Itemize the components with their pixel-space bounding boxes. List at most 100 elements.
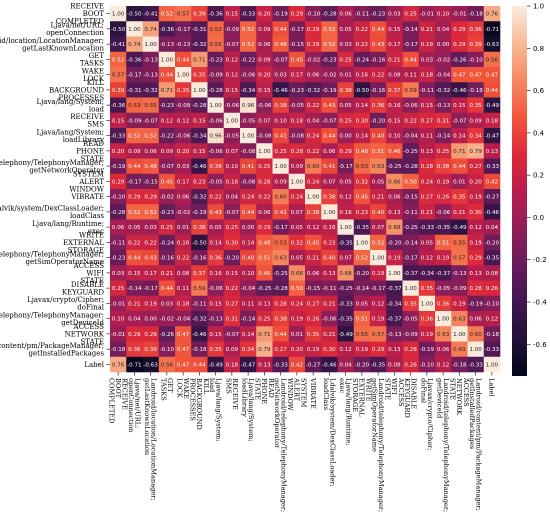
cell-value-label: -0.17 — [403, 42, 418, 48]
heatmap-cell — [321, 341, 338, 358]
heatmap-cell — [240, 143, 257, 159]
heatmap-cell — [142, 143, 160, 159]
cell-value-label: -0.17 — [290, 27, 305, 33]
heatmap-cell — [223, 128, 241, 144]
cell-value-label: 0.21 — [421, 210, 434, 216]
heatmap-cell — [467, 158, 485, 175]
cell-value-label: 0.25 — [339, 118, 352, 124]
cell-value-label: 0.38 — [437, 164, 450, 170]
heatmap-cell — [175, 158, 192, 175]
heatmap-cell — [467, 112, 485, 129]
heatmap-cell — [435, 356, 452, 373]
cell-value-label: 0.29 — [372, 347, 385, 353]
heatmap-cell — [370, 143, 387, 159]
cell-value-label: 0.28 — [469, 286, 482, 292]
heatmap-cell — [305, 82, 322, 98]
cell-value-label: -0.07 — [143, 118, 158, 124]
heatmap-cell — [175, 250, 192, 266]
heatmap-cell — [223, 143, 241, 159]
cell-value-label: 0.41 — [274, 134, 287, 140]
heatmap-cell — [418, 341, 436, 358]
heatmap-cell — [418, 311, 436, 327]
cell-value-label: 0.01 — [453, 179, 466, 185]
heatmap-cell — [207, 21, 225, 37]
heatmap-cell — [337, 173, 355, 190]
y-tick-label: ACCESS NETWORK STATE — [65, 323, 105, 346]
cell-value-label: 0.12 — [339, 195, 351, 201]
cell-value-label: -0.17 — [273, 225, 288, 231]
heatmap-cell — [240, 51, 257, 68]
heatmap-cell — [223, 67, 241, 83]
cell-value-label: -0.14 — [403, 27, 418, 33]
colorbar: 1.0 0.8 0.6 0.4 0.2 0.0 -0.2 -0.4 -0.6 — [512, 3, 547, 376]
heatmap-cell — [370, 234, 387, 251]
cell-value-label: 1.00 — [486, 362, 499, 368]
heatmap-cell — [126, 326, 143, 342]
heatmap-cell — [467, 189, 485, 205]
cell-value-label: -0.24 — [355, 57, 370, 63]
cell-value-label: 0.05 — [209, 225, 222, 231]
heatmap-cell — [126, 295, 143, 312]
cell-value-label: 0.37 — [388, 88, 401, 94]
cell-value-label: 0.68 — [339, 271, 352, 277]
heatmap-cell — [483, 234, 501, 251]
heatmap-cell — [256, 21, 273, 37]
heatmap-cell — [158, 158, 176, 175]
cell-value-label: 0.08 — [388, 73, 401, 79]
heatmap-cell — [467, 143, 485, 159]
heatmap-cell — [142, 51, 160, 68]
heatmap-cell — [256, 311, 273, 327]
heatmap-cell — [256, 189, 273, 205]
heatmap-cell — [435, 265, 452, 281]
x-tick-label: ACCESSWIFISTATE — [384, 377, 405, 407]
cell-value-label: -0.11 — [403, 210, 418, 216]
cell-value-label: 0.47 — [177, 347, 190, 353]
cell-value-label: 0.46 — [388, 149, 401, 155]
cell-value-label: -0.20 — [355, 362, 370, 368]
heatmap-cell — [467, 204, 485, 220]
heatmap-cell — [321, 311, 338, 327]
heatmap-cell — [386, 97, 403, 114]
heatmap-cell — [451, 128, 468, 144]
heatmap-cell — [418, 97, 436, 114]
heatmap-cell — [370, 356, 387, 373]
cell-value-label: 0.53 — [356, 164, 369, 170]
heatmap-cell — [337, 311, 355, 327]
heatmap-cell — [158, 97, 176, 114]
cell-value-label: -0.15 — [290, 42, 305, 48]
cell-value-label: 0.09 — [161, 149, 174, 155]
cell-value-label: 0.07 — [339, 256, 352, 262]
cell-value-label: 0.20 — [469, 179, 482, 185]
cell-value-label: 0.44 — [161, 73, 174, 79]
cell-value-label: 0.48 — [274, 42, 287, 48]
heatmap-cell — [288, 51, 306, 68]
cell-value-label: 0.44 — [242, 210, 255, 216]
cell-value-label: 0.28 — [404, 347, 417, 353]
heatmap-cell — [402, 295, 420, 312]
cell-value-label: 0.52 — [323, 27, 335, 33]
cell-value-label: 0.27 — [226, 301, 239, 307]
cell-value-label: 0.96 — [242, 103, 255, 109]
heatmap-cell — [191, 265, 208, 281]
cell-value-label: 0.31 — [226, 317, 239, 323]
heatmap-cell — [288, 265, 306, 281]
cell-value-label: 1.00 — [112, 12, 125, 18]
heatmap-cell — [451, 234, 468, 251]
heatmap-cell — [483, 51, 501, 68]
heatmap-cell — [337, 295, 355, 312]
heatmap-cell — [142, 326, 160, 342]
heatmap-cell — [451, 6, 468, 22]
cell-value-label: 0.74 — [128, 42, 141, 48]
cell-value-label: 0.51 — [258, 256, 271, 262]
cell-value-label: -0.13 — [176, 42, 191, 48]
heatmap-cell — [175, 204, 192, 220]
cell-value-label: 0.29 — [112, 179, 125, 185]
x-tick-label: KILLBACKGROUNDPROCESSES — [189, 378, 210, 430]
cell-value-label: -0.22 — [241, 57, 255, 63]
cell-value-label: -0.15 — [143, 179, 158, 185]
cell-value-label: -0.28 — [208, 88, 223, 94]
heatmap-cell — [126, 356, 143, 373]
x-tick-label: SYSTEMALERTWINDOW — [286, 377, 307, 411]
heatmap-cell — [435, 112, 452, 129]
cell-value-label: -0.02 — [160, 317, 174, 323]
